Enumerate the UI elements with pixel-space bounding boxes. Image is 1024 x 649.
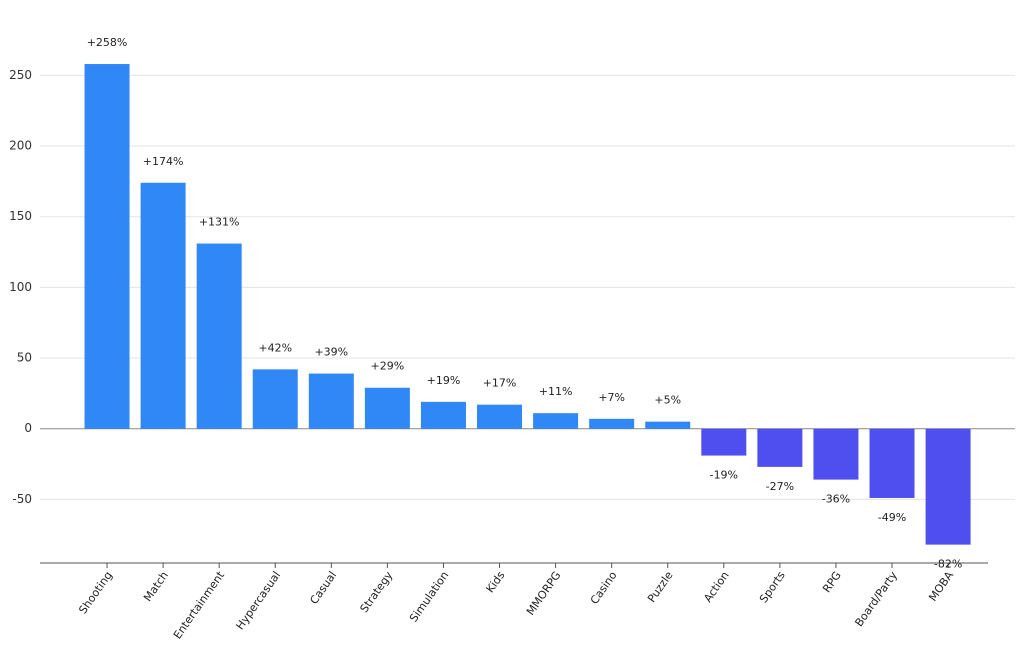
x-tick-label: Board/Party — [852, 569, 900, 629]
x-tick-label: Simulation — [407, 569, 451, 624]
value-label: +39% — [314, 346, 348, 359]
x-tick-label: Action — [701, 569, 731, 605]
value-label: +29% — [371, 360, 405, 373]
x-tick-label: Kids — [484, 569, 508, 596]
bar — [364, 387, 410, 429]
bar — [701, 428, 747, 456]
bar — [308, 373, 354, 429]
value-label: +258% — [87, 36, 128, 49]
value-label: +7% — [598, 391, 625, 404]
value-label: +174% — [143, 155, 184, 168]
value-label: +11% — [539, 385, 573, 398]
x-tick-label: Strategy — [358, 569, 396, 615]
value-label: -49% — [878, 511, 906, 524]
x-tick-label: Entertainment — [171, 568, 228, 641]
bar — [925, 428, 971, 545]
x-tick-label: Shooting — [76, 569, 115, 616]
x-tick-label: Casual — [307, 569, 339, 607]
bar — [140, 182, 186, 429]
x-tick-label: RPG — [820, 569, 844, 595]
bar — [420, 401, 466, 429]
bar — [813, 428, 859, 480]
bar — [645, 421, 691, 429]
value-label: -19% — [710, 469, 738, 482]
bar — [869, 428, 915, 498]
bar — [757, 428, 803, 467]
y-tick-label: 50 — [17, 351, 32, 365]
bar — [477, 404, 523, 429]
y-tick-label: 200 — [9, 139, 32, 153]
value-label: +5% — [654, 394, 681, 407]
bar — [533, 413, 579, 429]
value-label: -27% — [766, 480, 794, 493]
x-tick-label: Sports — [757, 569, 788, 606]
x-tick-label: Casino — [588, 569, 620, 607]
x-tick-label: MOBA — [926, 569, 956, 604]
bar — [589, 418, 635, 429]
value-label: -82% — [934, 558, 962, 571]
y-tick-label: 150 — [9, 209, 32, 223]
x-tick-label: MMORPG — [524, 569, 564, 618]
y-tick-label: 0 — [24, 421, 32, 435]
y-tick-label: -50 — [12, 492, 32, 506]
x-tick-label: Hypercasual — [233, 569, 283, 632]
y-tick-label: 250 — [9, 68, 32, 82]
x-tick-label: Puzzle — [645, 569, 676, 605]
y-tick-label: 100 — [9, 280, 32, 294]
value-label: -36% — [822, 493, 850, 506]
value-label: +131% — [199, 216, 240, 229]
bar — [252, 369, 298, 429]
value-label: +42% — [258, 341, 292, 354]
value-label: +17% — [483, 377, 517, 390]
bar — [84, 64, 130, 429]
bar — [196, 243, 242, 429]
value-label: +19% — [427, 374, 461, 387]
x-tick-label: Match — [141, 569, 171, 604]
